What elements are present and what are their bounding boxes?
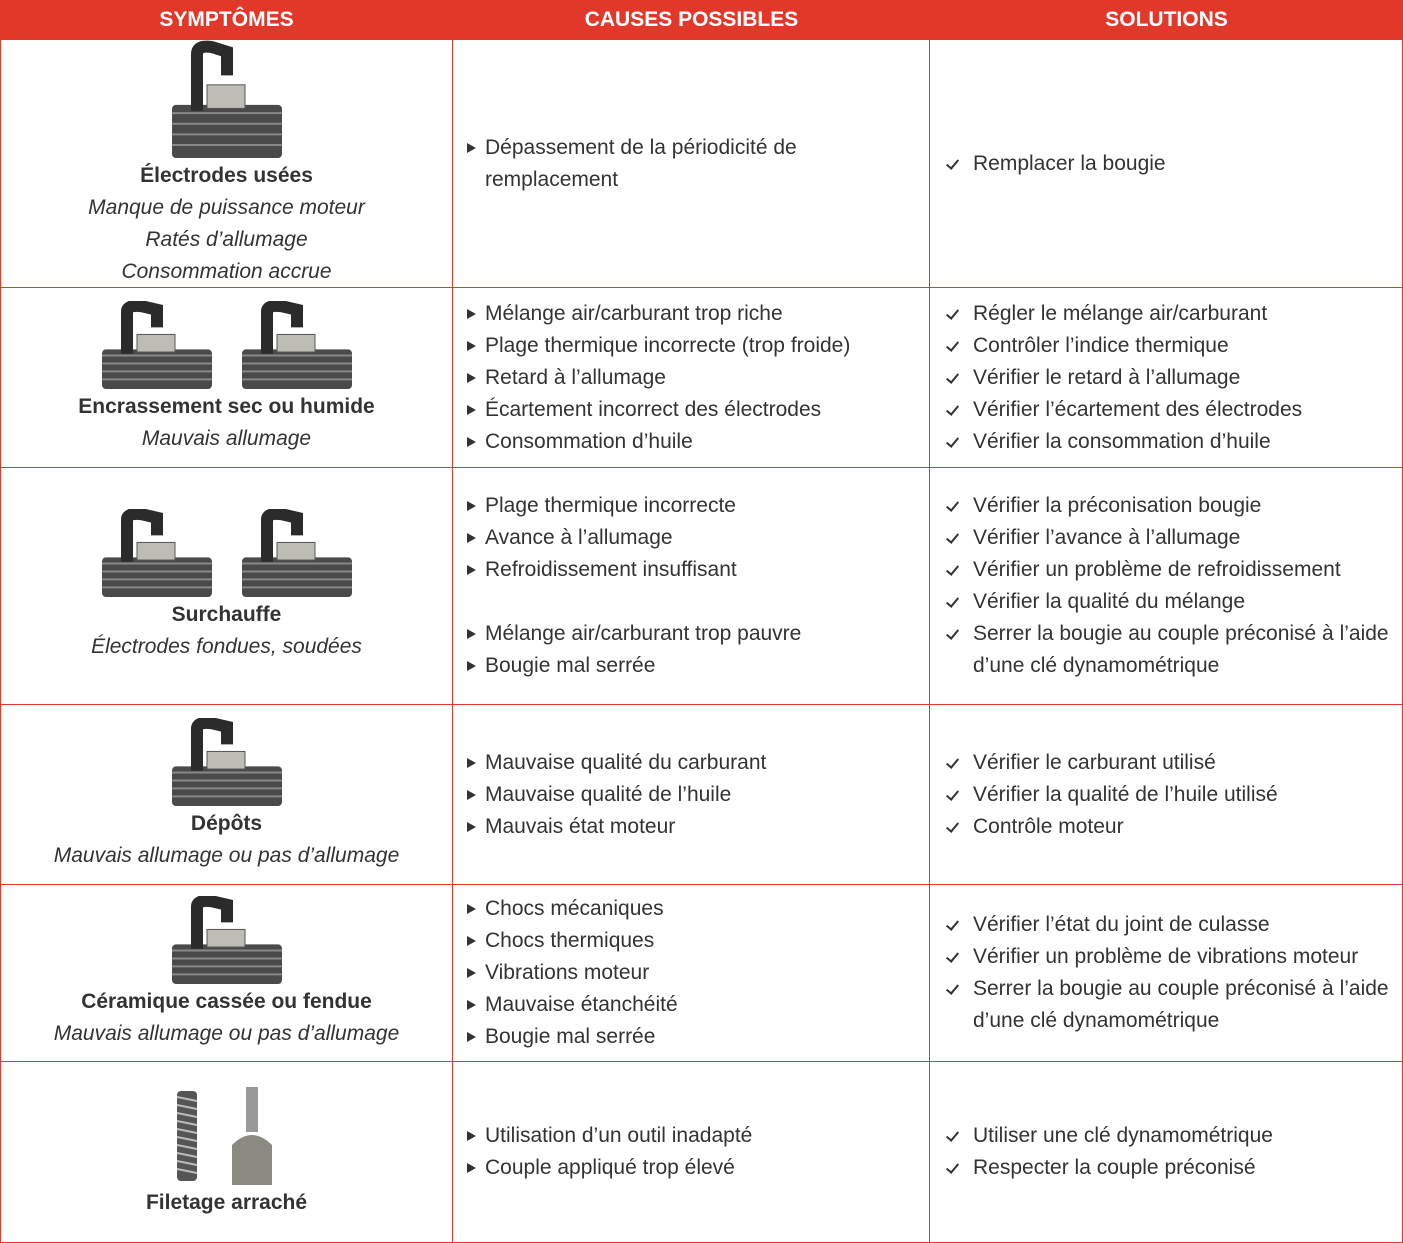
- cause-item: Consommation d’huile: [467, 426, 869, 458]
- table-cell: Dépassement de la périodicité de remplac…: [453, 40, 930, 288]
- header-cell: SOLUTIONS: [930, 0, 1403, 40]
- cause-item: Utilisation d’un outil inadapté: [467, 1120, 869, 1152]
- solution-item: Vérifier un problème de vibrations moteu…: [946, 941, 1390, 973]
- symptom-detail: Ratés d’allumage: [145, 227, 308, 251]
- symptom-title: Filetage arraché: [145, 1191, 308, 1214]
- spark-plug-image: [231, 1087, 272, 1185]
- solution-item: Respecter la couple préconisé: [946, 1152, 1390, 1184]
- cause-item: Refroidissement insuffisant: [467, 554, 869, 586]
- cause-item: Couple appliqué trop élevé: [467, 1152, 869, 1184]
- symptom-detail: Mauvais allumage ou pas d’allumage: [53, 1022, 400, 1045]
- table-cell: Dépôts Mauvais allumage ou pas d’allumage: [0, 705, 453, 885]
- solution-item: Utiliser une clé dynamométrique: [946, 1120, 1390, 1152]
- cause-item: Écartement incorrect des électrodes: [467, 394, 869, 426]
- symptom-title: Surchauffe: [171, 603, 282, 626]
- table-cell: Céramique cassée ou fendue Mauvais alluma…: [0, 885, 453, 1062]
- cause-item: Mauvaise qualité de l’huile: [467, 779, 869, 811]
- table-cell: Filetage arraché: [0, 1062, 453, 1243]
- solution-item: Contrôler l’indice thermique: [946, 330, 1390, 362]
- solution-item: Vérifier le retard à l’allumage: [946, 362, 1390, 394]
- table-cell: Vérifier le carburant utilisé Vérifier la…: [930, 705, 1403, 885]
- cause-item: Mélange air/carburant trop riche: [467, 298, 869, 330]
- solution-item: Vérifier un problème de refroidissement: [946, 554, 1390, 586]
- spark-plug-image: [101, 509, 212, 597]
- solution-item: Vérifier la consommation d’huile: [946, 426, 1390, 458]
- table-cell: Remplacer la bougie: [930, 40, 1403, 288]
- cause-item: Plage thermique incorrecte (trop froide): [467, 330, 869, 362]
- table-cell: Encrassement sec ou humide Mauvais alluma…: [0, 288, 453, 468]
- spark-plug-image: [171, 717, 282, 806]
- table-cell: Vérifier la préconisation bougie Vérifier…: [930, 468, 1403, 705]
- solution-item: Vérifier la préconisation bougie: [946, 490, 1390, 522]
- table-cell: Chocs mécaniques Chocs thermiques Vibratio…: [453, 885, 930, 1062]
- solution-item: Serrer la bougie au couple préconisé à l…: [946, 618, 1390, 682]
- solution-item: Régler le mélange air/carburant: [946, 298, 1390, 330]
- solution-item: Vérifier l’état du joint de culasse: [946, 909, 1390, 941]
- cause-item: Mélange air/carburant trop pauvre: [467, 618, 869, 650]
- table-cell: Mauvaise qualité du carburant Mauvaise qu…: [453, 705, 930, 885]
- solution-item: Remplacer la bougie: [946, 148, 1390, 180]
- spark-plug-image: [241, 300, 352, 389]
- cause-item: Mauvaise qualité du carburant: [467, 747, 869, 779]
- cause-item: Plage thermique incorrecte: [467, 490, 869, 522]
- solution-item: Contrôle moteur: [946, 811, 1390, 843]
- symptom-detail: Électrodes fondues, soudées: [91, 635, 362, 658]
- symptom-title: Dépôts: [190, 811, 263, 835]
- cause-item: Vibrations moteur: [467, 957, 869, 989]
- cause-item: Chocs mécaniques: [467, 893, 869, 925]
- table-cell: Surchauffe Électrodes fondues, soudées: [0, 468, 453, 705]
- symptom-detail: Mauvais allumage ou pas d’allumage: [53, 843, 400, 867]
- symptom-images: [167, 717, 287, 806]
- spark-plug-image: [241, 509, 352, 597]
- solution-item: Serrer la bougie au couple préconisé à l…: [946, 973, 1390, 1037]
- header-cell: SYMPTÔMES: [0, 0, 453, 40]
- cause-item: Bougie mal serrée: [467, 1021, 869, 1053]
- cause-item: Chocs thermiques: [467, 925, 869, 957]
- symptom-images: [172, 1085, 282, 1185]
- cause-item: Retard à l’allumage: [467, 362, 869, 394]
- symptom-detail: Manque de puissance moteur: [88, 195, 365, 219]
- table-cell: Vérifier l’état du joint de culasse Vérif…: [930, 885, 1403, 1062]
- table-cell: Électrodes usées Manque de puissance mote…: [0, 40, 453, 288]
- cause-item: Dépassement de la périodicité de remplac…: [467, 132, 869, 196]
- cause-item: Mauvais état moteur: [467, 811, 869, 843]
- cause-item: Bougie mal serrée: [467, 650, 869, 682]
- solution-item: Vérifier le carburant utilisé: [946, 747, 1390, 779]
- table-cell: Plage thermique incorrecte Avance à l’all…: [453, 468, 930, 705]
- symptom-title: Électrodes usées: [140, 163, 313, 187]
- table-cell: Utilisation d’un outil inadapté Couple ap…: [453, 1062, 930, 1243]
- symptom-detail: Consommation accrue: [121, 259, 332, 283]
- solution-item: Vérifier la qualité de l’huile utilisé: [946, 779, 1390, 811]
- table-cell: Régler le mélange air/carburant Contrôler…: [930, 288, 1403, 468]
- spark-plug-image: [176, 1091, 197, 1181]
- cause-item: Mauvaise étanchéité: [467, 989, 869, 1021]
- spark-plug-image: [101, 300, 212, 389]
- solution-item: Vérifier l’avance à l’allumage: [946, 522, 1390, 554]
- symptom-images: [167, 896, 287, 984]
- table-cell: Utiliser une clé dynamométrique Respecter…: [930, 1062, 1403, 1243]
- symptom-images: [97, 300, 357, 389]
- spark-plug-image: [171, 40, 282, 158]
- symptom-images: [97, 509, 357, 597]
- symptom-title: Encrassement sec ou humide: [78, 394, 375, 418]
- spark-plug-image: [171, 896, 282, 984]
- header-cell: CAUSES POSSIBLES: [453, 0, 930, 40]
- cause-item: Avance à l’allumage: [467, 522, 869, 554]
- solution-item: Vérifier l’écartement des électrodes: [946, 394, 1390, 426]
- table-cell: Mélange air/carburant trop riche Plage th…: [453, 288, 930, 468]
- solution-item: Vérifier la qualité du mélange: [946, 586, 1390, 618]
- symptom-detail: Mauvais allumage: [141, 426, 312, 450]
- symptom-images: [167, 40, 287, 158]
- symptom-title: Céramique cassée ou fendue: [81, 990, 372, 1013]
